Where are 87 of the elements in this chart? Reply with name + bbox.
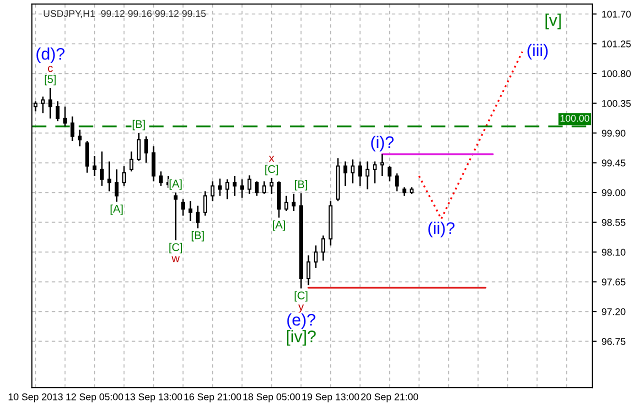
candlestick (152, 146, 156, 182)
candlestick (358, 160, 362, 187)
y-tick-label: 99.00 (602, 189, 626, 196)
candlestick (63, 106, 67, 128)
annotation: (iii) (528, 44, 548, 60)
x-tick-label: 12 Sep 05:00 (66, 393, 124, 402)
candlestick (203, 190, 208, 216)
candlestick (366, 160, 370, 190)
y-tick-label: 98.10 (602, 248, 626, 256)
y-tick-label: 96.75 (602, 338, 626, 345)
candlestick (188, 200, 192, 222)
annotation: [C] (294, 291, 308, 302)
annotation: (ii)? (428, 222, 454, 238)
candlestick (306, 254, 310, 286)
candlestick (372, 160, 377, 184)
x-tick-label: 13 Sep 13:00 (125, 393, 182, 402)
candlestick (130, 150, 134, 172)
y-tick-label: 99.45 (602, 160, 626, 166)
annotation: [C] (169, 242, 182, 254)
candlestick (92, 155, 96, 177)
candlestick (284, 195, 288, 212)
y-tick-label: 99.90 (602, 130, 626, 137)
candlestick (78, 129, 82, 147)
candlestick (314, 244, 318, 269)
candlestick (395, 172, 399, 192)
x-tick-label: 20 Sep 21:00 (361, 393, 418, 402)
candlestick (321, 234, 326, 262)
annotation: [A] (272, 220, 285, 231)
y-tick-label: 97.65 (602, 278, 626, 286)
candlestick (107, 160, 112, 192)
line-series (418, 50, 524, 220)
annotation: (d)? (36, 48, 64, 64)
candlestick (100, 150, 104, 187)
annotation: [C] (265, 164, 278, 176)
annotation: [iv]? (286, 330, 316, 346)
candlestick (218, 178, 222, 197)
annotation: (e)? (287, 313, 316, 329)
annotation: [A] (170, 179, 182, 190)
x-tick-label: 16 Sep 21:00 (184, 393, 242, 402)
candlestick (292, 193, 296, 212)
y-tick-label: 98.55 (602, 219, 626, 226)
annotation: (i)? (371, 136, 394, 152)
candlestick (350, 158, 355, 184)
annotation: [B] (132, 120, 145, 130)
candlestick (159, 170, 163, 187)
candlestick (225, 178, 230, 200)
candlestick (41, 96, 45, 114)
candlestick (122, 165, 126, 187)
candlestick (380, 153, 384, 177)
candlestick (210, 180, 214, 202)
candlestick (48, 87, 52, 120)
annotation: [v] (546, 14, 561, 30)
annotation: [5] (44, 74, 56, 86)
y-tick-label: 100.80 (602, 70, 631, 78)
x-tick-label: 19 Sep 13:00 (302, 393, 360, 402)
candlestick (270, 177, 274, 195)
candlestick (248, 174, 252, 195)
candlestick (388, 165, 392, 182)
y-tick-label: 101.25 (602, 40, 631, 48)
ref-line-label: 100.00 (560, 114, 590, 122)
annotation: y (298, 304, 304, 313)
y-tick-label: 97.20 (602, 308, 626, 316)
x-tick-label: 10 Sep 2013 (8, 393, 63, 402)
annotation: x (268, 156, 274, 162)
y-tick-label: 101.70 (602, 10, 631, 18)
candlestick (196, 205, 200, 229)
candlestick (85, 140, 90, 174)
candlestick (114, 168, 119, 202)
annotation: [A] (110, 204, 123, 215)
text: USDJPY,H1 99.12 99.16 99.12 99.15 (44, 10, 206, 18)
annotation: c (48, 66, 53, 72)
annotation: [B] (192, 231, 204, 242)
candlestick (232, 175, 237, 197)
candlestick (240, 178, 244, 199)
candlestick (254, 180, 259, 197)
candlestick (70, 116, 74, 142)
candlestick (56, 100, 60, 122)
candlestick (174, 192, 178, 241)
annotation: [B] (295, 180, 308, 190)
y-tick-label: 100.35 (602, 100, 631, 107)
candlestick (181, 198, 185, 216)
candlestick (262, 180, 266, 195)
annotation: w (172, 256, 180, 262)
candlestick (343, 160, 348, 187)
x-tick-label: 18 Sep 05:00 (243, 393, 300, 402)
candlestick (144, 136, 148, 164)
candlestick (136, 132, 141, 162)
